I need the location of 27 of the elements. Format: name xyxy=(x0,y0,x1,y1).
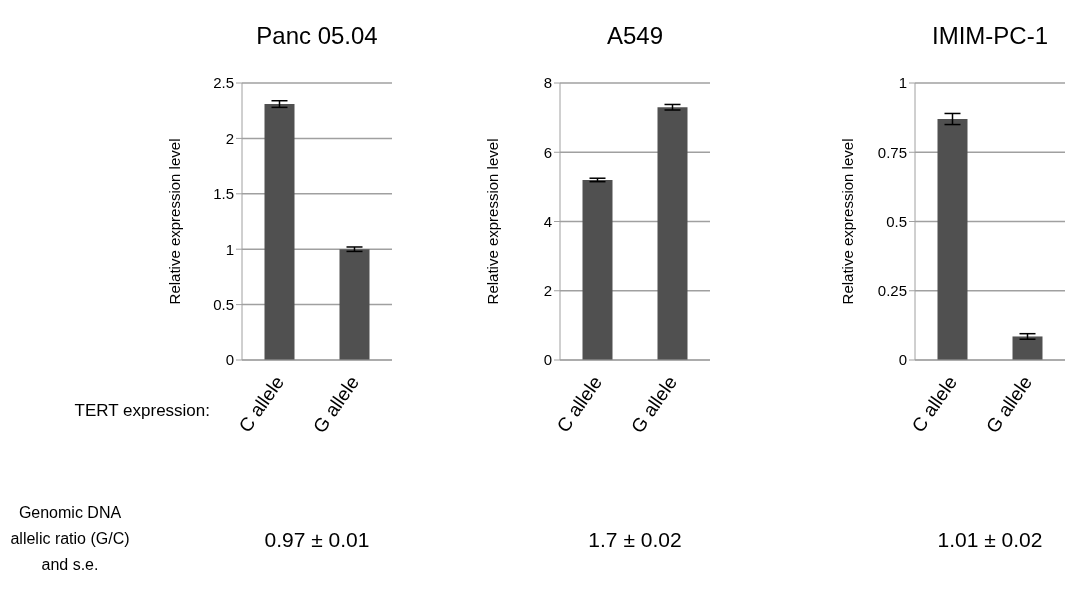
y-tick-label: 4 xyxy=(543,212,552,230)
y-tick-label: 2 xyxy=(225,129,234,147)
y-tick-label: 1 xyxy=(898,74,907,92)
text: TERT expression: xyxy=(73,400,210,422)
y-tick-label: 0 xyxy=(225,351,234,369)
y-axis-title: Relative expression level xyxy=(166,138,184,305)
y-tick-label: 8 xyxy=(543,74,552,92)
y-tick-label: 0 xyxy=(543,351,552,369)
chart-title: Panc 05.04 xyxy=(255,22,379,50)
y-axis-title: Relative expression level xyxy=(839,138,857,305)
y-tick-label: 6 xyxy=(543,143,552,161)
text: 1.01 ± 0.02 xyxy=(936,528,1044,552)
chart-title: IMIM-PC-1 xyxy=(931,22,1049,50)
y-tick-label: 0.5 xyxy=(213,295,234,313)
y-tick-label: 2.5 xyxy=(213,74,234,92)
y-axis-title: Relative expression level xyxy=(484,138,502,305)
y-tick-label: 0 xyxy=(898,351,907,369)
text: 1.7 ± 0.02 xyxy=(587,528,683,552)
y-tick-label: 1 xyxy=(225,240,234,258)
y-tick-label: 0.25 xyxy=(877,282,907,300)
y-tick-label: 1.5 xyxy=(213,185,234,203)
y-tick-label: 2 xyxy=(543,282,552,300)
y-tick-label: 0.5 xyxy=(886,212,907,230)
y-tick-label: 0.75 xyxy=(877,143,907,161)
text: Genomic DNA allelic ratio (G/C) and s.e. xyxy=(9,503,131,575)
text: 0.97 ± 0.01 xyxy=(263,528,371,552)
chart-title: A549 xyxy=(605,22,665,50)
